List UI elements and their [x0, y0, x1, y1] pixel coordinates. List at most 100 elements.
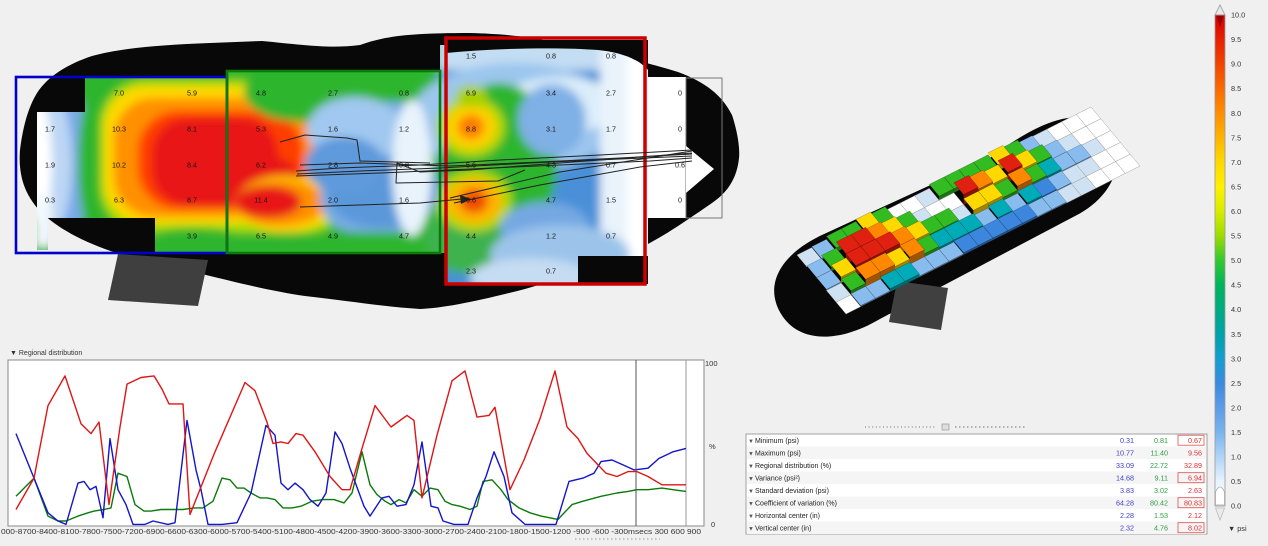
svg-text:4.4: 4.4 — [466, 232, 476, 241]
svg-text:10.0: 10.0 — [1231, 11, 1245, 20]
svg-text:Vertical center (in): Vertical center (in) — [755, 526, 811, 533]
svg-text:8.7: 8.7 — [187, 196, 197, 205]
svg-text:80.42: 80.42 — [1150, 499, 1168, 508]
svg-text:6.2: 6.2 — [256, 161, 266, 170]
svg-text:4.7: 4.7 — [546, 196, 556, 205]
svg-text:6.0: 6.0 — [1231, 207, 1241, 216]
svg-text:8.4: 8.4 — [187, 161, 197, 170]
svg-text:3.0: 3.0 — [1231, 354, 1241, 363]
svg-text:5.6: 5.6 — [466, 161, 476, 170]
svg-text:8.02: 8.02 — [1188, 524, 1202, 533]
svg-text:0.81: 0.81 — [1154, 436, 1168, 445]
svg-text:1.5: 1.5 — [606, 196, 616, 205]
svg-text:80.83: 80.83 — [1184, 499, 1202, 508]
svg-text:10.2: 10.2 — [112, 161, 126, 170]
svg-text:100: 100 — [705, 359, 718, 368]
svg-text:3.9: 3.9 — [187, 232, 197, 241]
svg-text:1.7: 1.7 — [45, 125, 55, 134]
svg-text:8.0: 8.0 — [1231, 109, 1241, 118]
svg-text:6.3: 6.3 — [114, 196, 124, 205]
svg-text:33.09: 33.09 — [1116, 461, 1134, 470]
svg-text:0.8: 0.8 — [546, 52, 556, 61]
svg-text:0.8: 0.8 — [606, 52, 616, 61]
svg-text:▼: ▼ — [748, 452, 754, 458]
svg-text:4.0: 4.0 — [1231, 305, 1241, 314]
svg-text:14.68: 14.68 — [1116, 474, 1134, 483]
svg-text:0: 0 — [711, 520, 715, 529]
svg-text:0.7: 0.7 — [606, 232, 616, 241]
svg-text:0: 0 — [678, 125, 682, 134]
svg-text:0.31: 0.31 — [1120, 436, 1134, 445]
svg-text:%: % — [709, 442, 716, 451]
svg-text:8.1: 8.1 — [187, 125, 197, 134]
svg-text:1.5: 1.5 — [1231, 428, 1241, 437]
svg-text:64.28: 64.28 — [1116, 499, 1134, 508]
svg-text:000-8700-8400-8100-7800-7500-7: 000-8700-8400-8100-7800-7500-7200-6900-6… — [1, 527, 701, 536]
svg-text:Standard deviation (psi): Standard deviation (psi) — [755, 488, 829, 495]
svg-text:3.83: 3.83 — [1120, 486, 1134, 495]
svg-text:10.77: 10.77 — [1116, 449, 1134, 458]
svg-text:1.0: 1.0 — [1231, 453, 1241, 462]
svg-text:4.7: 4.7 — [399, 232, 409, 241]
svg-text:1.5: 1.5 — [466, 52, 476, 61]
svg-text:Regional distribution (%): Regional distribution (%) — [755, 463, 831, 470]
svg-text:2.63: 2.63 — [1188, 486, 1202, 495]
svg-text:3.1: 3.1 — [546, 125, 556, 134]
svg-text:6.9: 6.9 — [466, 89, 476, 98]
svg-text:1.9: 1.9 — [45, 161, 55, 170]
svg-text:7.0: 7.0 — [1231, 158, 1241, 167]
svg-text:11.40: 11.40 — [1151, 449, 1168, 458]
svg-text:5.3: 5.3 — [256, 125, 266, 134]
svg-text:4.9: 4.9 — [328, 232, 338, 241]
svg-text:5.5: 5.5 — [1231, 232, 1241, 241]
svg-text:Variance (psi²): Variance (psi²) — [755, 476, 800, 483]
svg-text:4.3: 4.3 — [546, 161, 556, 170]
svg-text:▼: ▼ — [748, 464, 754, 470]
svg-text:32.89: 32.89 — [1184, 461, 1202, 470]
svg-text:9.0: 9.0 — [1231, 60, 1241, 69]
svg-text:9.11: 9.11 — [1155, 474, 1168, 483]
svg-text:7.0: 7.0 — [114, 89, 124, 98]
svg-text:2.5: 2.5 — [1231, 379, 1241, 388]
svg-text:2.28: 2.28 — [1120, 511, 1134, 520]
svg-text:1.2: 1.2 — [546, 232, 556, 241]
svg-text:11.4: 11.4 — [254, 196, 267, 205]
svg-text:5.0: 5.0 — [1231, 256, 1241, 265]
svg-text:2.32: 2.32 — [1120, 524, 1134, 533]
svg-text:4.8: 4.8 — [256, 89, 266, 98]
svg-text:1.7: 1.7 — [606, 125, 616, 134]
svg-text:▼: ▼ — [748, 514, 754, 520]
svg-text:2.3: 2.3 — [466, 267, 476, 276]
svg-text:0.6: 0.6 — [675, 161, 685, 170]
svg-text:3.02: 3.02 — [1154, 486, 1168, 495]
svg-text:3.5: 3.5 — [1231, 330, 1241, 339]
svg-text:▼ Regional distribution: ▼ Regional distribution — [10, 350, 82, 357]
svg-text:Minimum (psi): Minimum (psi) — [755, 438, 799, 445]
svg-text:9.6: 9.6 — [466, 196, 476, 205]
svg-text:▼: ▼ — [748, 489, 754, 495]
svg-text:Horizontal center (in): Horizontal center (in) — [755, 513, 820, 520]
svg-text:2.8: 2.8 — [328, 161, 338, 170]
svg-text:4.5: 4.5 — [1231, 281, 1241, 290]
svg-text:9.56: 9.56 — [1188, 449, 1202, 458]
svg-text:1.6: 1.6 — [328, 125, 338, 134]
svg-text:2.7: 2.7 — [328, 89, 338, 98]
svg-text:0.8: 0.8 — [399, 161, 409, 170]
svg-text:Maximum (psi): Maximum (psi) — [755, 451, 801, 458]
svg-text:10.3: 10.3 — [112, 125, 126, 134]
svg-text:6.5: 6.5 — [256, 232, 266, 241]
svg-text:0.8: 0.8 — [399, 89, 409, 98]
svg-text:9.5: 9.5 — [1231, 35, 1241, 44]
svg-text:▼: ▼ — [748, 527, 754, 533]
svg-text:2.0: 2.0 — [1231, 403, 1241, 412]
svg-text:2.7: 2.7 — [606, 89, 616, 98]
svg-text:Coefficient of variation (%): Coefficient of variation (%) — [755, 501, 837, 508]
svg-text:▼: ▼ — [748, 439, 754, 445]
svg-text:22.72: 22.72 — [1150, 461, 1168, 470]
svg-text:0.5: 0.5 — [1231, 477, 1241, 486]
svg-text:0.7: 0.7 — [546, 267, 556, 276]
svg-text:1.2: 1.2 — [399, 125, 409, 134]
svg-text:4.76: 4.76 — [1154, 524, 1168, 533]
svg-text:0.3: 0.3 — [45, 196, 55, 205]
svg-text:2.12: 2.12 — [1188, 511, 1202, 520]
